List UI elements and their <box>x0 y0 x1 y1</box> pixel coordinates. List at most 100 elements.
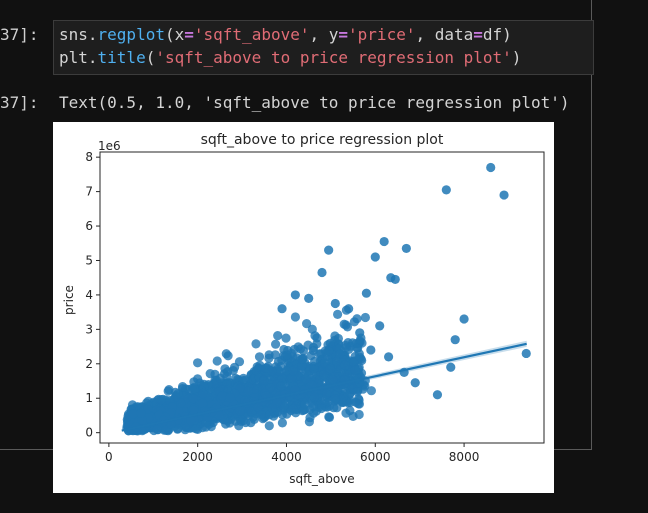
y-axis-label: price <box>62 285 76 315</box>
scatter-point <box>325 363 335 374</box>
code-token: y <box>328 25 339 44</box>
code-input-area[interactable] <box>53 20 594 75</box>
scatter-point <box>322 389 332 399</box>
scatter-point <box>261 391 271 401</box>
code-token: , <box>309 25 329 44</box>
scatter-point <box>267 403 277 413</box>
code-token: df <box>482 25 503 44</box>
y-tick-label: 8 <box>85 150 93 164</box>
scatter-point <box>243 386 253 396</box>
scatter-point <box>277 304 287 314</box>
scatter-point <box>161 425 171 435</box>
scatter-point <box>254 352 265 362</box>
scatter-point <box>253 402 263 412</box>
scatter-point <box>225 393 235 403</box>
scatter-point <box>277 418 287 428</box>
code-token: = <box>184 25 194 44</box>
scatter-point <box>366 386 376 396</box>
scatter-point <box>333 333 343 344</box>
scatter-point <box>307 380 317 390</box>
scatter-point <box>499 190 509 200</box>
code-token: 'sqft_above' <box>193 25 310 44</box>
scatter-point <box>198 388 208 399</box>
scatter-point <box>344 304 354 314</box>
code-token: = <box>338 25 349 44</box>
scatter-point <box>341 340 351 350</box>
scatter-point <box>264 421 274 431</box>
scatter-point <box>459 314 469 324</box>
scatter-point <box>353 399 363 409</box>
scatter-point <box>212 356 222 366</box>
scatter-point <box>297 361 307 371</box>
y-tick-label: 6 <box>85 219 93 233</box>
scatter-point <box>152 425 162 435</box>
scatter-point <box>302 319 312 329</box>
scatter-point <box>349 358 359 368</box>
scatter-point <box>352 343 362 353</box>
scatter-point <box>247 407 257 418</box>
scatter-point <box>281 333 291 343</box>
x-tick-label: 6000 <box>360 450 391 464</box>
scatter-point <box>345 406 355 416</box>
scatter-point <box>375 321 385 331</box>
scatter-point <box>301 374 311 384</box>
scatter-point <box>214 410 224 420</box>
scatter-point <box>176 398 186 408</box>
scatter-point <box>220 364 230 374</box>
code-token: ( <box>164 25 175 44</box>
scatter-point <box>300 399 310 409</box>
code-token: sns. <box>59 25 98 44</box>
scatter-point <box>340 360 350 370</box>
scatter-point <box>288 366 298 376</box>
y-offset-label: 1e6 <box>98 139 121 153</box>
scatter-point <box>441 185 451 195</box>
scatter-point <box>166 419 176 429</box>
code-line-1[interactable]: sns.regplot(x='sqft_above', y='price', d… <box>59 23 512 46</box>
scatter-point <box>290 290 300 300</box>
scatter-point <box>186 415 196 426</box>
x-tick-label: 8000 <box>449 450 480 464</box>
scatter-point <box>256 410 266 420</box>
y-tick-label: 5 <box>85 253 93 267</box>
scatter-point <box>199 382 209 392</box>
scatter-point <box>137 415 147 425</box>
scatter-point <box>360 312 370 323</box>
plot-frame <box>99 151 545 444</box>
x-tick-label: 4000 <box>271 450 302 464</box>
code-token: 'sqft_above to price regression plot' <box>155 48 512 67</box>
scatter-point <box>217 391 227 401</box>
code-line-2[interactable]: plt.title('sqft_above to price regressio… <box>59 46 521 69</box>
code-token: ) <box>511 48 522 67</box>
code-token: plt. <box>59 48 98 67</box>
scatter-point <box>191 424 201 434</box>
scatter-point <box>143 404 153 414</box>
scatter-point <box>297 354 307 364</box>
scatter-point <box>361 288 371 298</box>
code-token: data <box>434 25 474 44</box>
scatter-point <box>325 338 335 348</box>
scatter-point <box>350 365 360 375</box>
scatter-point <box>309 408 319 418</box>
scatter-point <box>171 392 181 402</box>
code-token: , <box>415 25 435 44</box>
scatter-point <box>271 339 281 349</box>
scatter-point <box>241 417 251 428</box>
scatter-point <box>341 320 351 330</box>
scatter-point <box>164 385 174 395</box>
scatter-point <box>486 162 496 173</box>
input-prompt: 37]: <box>0 25 39 44</box>
code-token: ( <box>145 48 156 67</box>
code-token: x <box>174 25 185 44</box>
scatter-point <box>355 328 365 338</box>
scatter-point <box>223 351 233 361</box>
scatter-point <box>310 356 320 366</box>
y-tick-label: 0 <box>85 426 93 440</box>
scatter-point <box>235 406 245 416</box>
scatter-point <box>335 349 345 359</box>
scatter-point <box>352 387 362 397</box>
regression-chart: 0 2000 4000 6000 8000 0 1 2 3 4 5 6 7 8 sqft_above to… <box>62 132 545 486</box>
scatter-point <box>249 414 259 424</box>
scatter-point <box>294 371 304 381</box>
scatter-point <box>446 362 456 372</box>
scatter-point <box>410 378 420 388</box>
